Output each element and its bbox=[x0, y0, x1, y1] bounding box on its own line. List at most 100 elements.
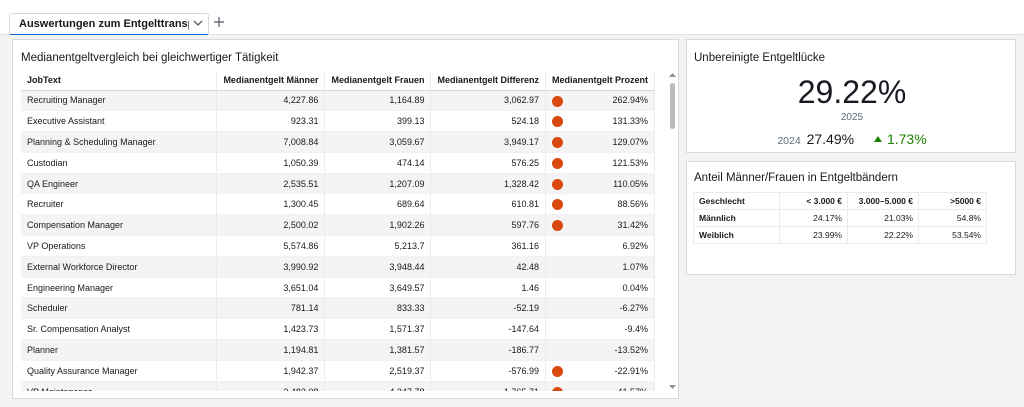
conditional-format-dot-icon bbox=[551, 365, 563, 377]
pay-comparison-table: JobText Medianentgelt Männer Medianentge… bbox=[21, 71, 656, 391]
percent-value: 88.56% bbox=[617, 199, 648, 210]
job-title-cell: Quality Assurance Manager bbox=[21, 360, 218, 382]
column-header[interactable]: Medianentgelt Männer bbox=[216, 71, 326, 91]
visual-title: Medianentgeltvergleich bei gleichwertige… bbox=[21, 52, 279, 64]
median-women-cell: 474.14 bbox=[324, 152, 432, 174]
top-strip bbox=[0, 0, 1024, 7]
conditional-format-dot-icon bbox=[551, 178, 563, 190]
table-scrollbar[interactable] bbox=[667, 71, 677, 391]
median-percent-cell: 110.05% bbox=[545, 173, 656, 195]
job-title-cell: Engineering Manager bbox=[21, 277, 218, 299]
table-header-row: Geschlecht < 3.000 € 3.000–5.000 € >5000… bbox=[693, 192, 987, 210]
conditional-format-dot-icon bbox=[551, 199, 563, 211]
table-row[interactable]: Engineering Manager 3,651.04 3,649.57 1.46 0… bbox=[21, 277, 656, 299]
percent-value: 121.53% bbox=[612, 157, 648, 168]
median-men-cell: 1,194.81 bbox=[216, 339, 326, 361]
chevron-down-icon[interactable] bbox=[192, 17, 204, 29]
table-row[interactable]: Sr. Compensation Analyst 1,423.73 1,571.37… bbox=[21, 318, 656, 341]
visual-title: Anteil Männer/Frauen in Entgeltbändern bbox=[694, 172, 898, 184]
column-header[interactable]: JobText bbox=[21, 71, 218, 91]
job-title-cell: QA Engineer bbox=[21, 173, 218, 195]
column-header[interactable]: < 3.000 € bbox=[779, 192, 848, 210]
trend-up-icon bbox=[873, 136, 882, 142]
column-header[interactable]: Medianentgelt Prozent bbox=[545, 71, 656, 91]
pay-gap-kpi-visual[interactable]: Unbereinigte Entgeltlücke 29.22% 2025 20… bbox=[686, 39, 1016, 153]
table-row[interactable]: Männlich 24.17% 21.03% 54.8% bbox=[693, 209, 987, 227]
pay-band-share-visual[interactable]: Anteil Männer/Frauen in Entgeltbändern G… bbox=[686, 161, 1016, 275]
median-diff-cell: 3,062.97 bbox=[430, 90, 546, 112]
table-scroll-area: JobText Medianentgelt Männer Medianentge… bbox=[21, 71, 665, 391]
table-row[interactable]: External Workforce Director 3,990.92 3,948… bbox=[21, 256, 656, 278]
median-diff-cell: 576.25 bbox=[430, 152, 546, 174]
band-share-cell: 23.99% bbox=[779, 226, 848, 244]
column-header[interactable]: Geschlecht bbox=[693, 192, 780, 210]
percent-value: -9.4% bbox=[624, 324, 648, 335]
median-men-cell: 3,990.92 bbox=[216, 256, 326, 278]
scroll-up-arrow-icon[interactable] bbox=[668, 71, 677, 79]
median-men-cell: 1,423.73 bbox=[216, 318, 326, 341]
kpi-comparison: 2024 27.49% 1.73% bbox=[687, 131, 1017, 147]
column-header[interactable]: Medianentgelt Differenz bbox=[430, 71, 546, 91]
median-men-cell: 3,651.04 bbox=[216, 277, 326, 299]
gender-label-cell: Männlich bbox=[693, 209, 780, 227]
median-percent-cell: 6.92% bbox=[545, 235, 656, 257]
median-diff-cell: 3,949.17 bbox=[430, 131, 546, 153]
table-row[interactable]: VP Maintenance2,482.084,247.78-1,765.71 -… bbox=[21, 381, 656, 391]
conditional-format-dot-icon bbox=[551, 95, 563, 107]
table-row[interactable]: Quality Assurance Manager 1,942.37 2,519.3… bbox=[21, 360, 656, 382]
conditional-format-dot-icon bbox=[551, 116, 563, 128]
job-title-cell: Planning & Scheduling Manager bbox=[21, 131, 218, 153]
column-header[interactable]: Medianentgelt Frauen bbox=[324, 71, 432, 91]
median-percent-cell: 0.04% bbox=[545, 277, 656, 299]
band-share-cell: 53.54% bbox=[918, 226, 987, 244]
table-row[interactable]: Planner 1,194.81 1,381.57 -186.77 -13.52% bbox=[21, 339, 656, 361]
median-percent-cell: 129.07% bbox=[545, 131, 656, 153]
median-men-cell: 1,050.39 bbox=[216, 152, 326, 174]
percent-value: -13.52% bbox=[614, 344, 648, 355]
median-men-cell: 1,942.37 bbox=[216, 360, 326, 382]
median-percent-cell: -6.27% bbox=[545, 297, 656, 320]
median-women-cell: 2,519.37 bbox=[324, 360, 432, 382]
scroll-down-arrow-icon[interactable] bbox=[668, 383, 677, 391]
median-percent-cell: -41.57% bbox=[545, 381, 656, 391]
table-row[interactable]: Recruiter 1,300.45 689.64 610.81 88.56% bbox=[21, 193, 656, 216]
percent-value: 262.94% bbox=[612, 95, 648, 106]
table-row[interactable]: Compensation Manager 2,500.02 1,902.26 597.… bbox=[21, 214, 656, 237]
delta-value: 1.73% bbox=[886, 131, 927, 147]
job-title-cell: VP Maintenance bbox=[21, 381, 218, 391]
table-row[interactable]: QA Engineer 2,535.51 1,207.09 1,328.42 110.0… bbox=[21, 173, 656, 195]
scrollbar-thumb[interactable] bbox=[670, 83, 675, 129]
median-diff-cell: -186.77 bbox=[430, 339, 546, 361]
band-share-cell: 21.03% bbox=[847, 209, 919, 227]
table-header-row: JobText Medianentgelt Männer Medianentge… bbox=[21, 71, 656, 91]
median-percent-cell: 1.07% bbox=[545, 256, 656, 278]
column-header[interactable]: >5000 € bbox=[918, 192, 987, 210]
median-percent-cell: 121.53% bbox=[545, 152, 656, 174]
percent-value: 110.05% bbox=[613, 178, 648, 189]
median-men-cell: 923.31 bbox=[216, 110, 326, 133]
add-sheet-plus-icon[interactable] bbox=[213, 16, 225, 28]
table-row[interactable]: Custodian 1,050.39 474.14 576.25 121.53% bbox=[21, 152, 656, 174]
job-title-cell: Executive Assistant bbox=[21, 110, 218, 133]
table-row[interactable]: Recruiting Manager 4,227.86 1,164.89 3,062.… bbox=[21, 90, 656, 112]
median-women-cell: 1,207.09 bbox=[324, 173, 432, 195]
median-percent-cell: 131.33% bbox=[545, 110, 656, 133]
table-row[interactable]: Planning & Scheduling Manager 7,008.84 3,0… bbox=[21, 131, 656, 153]
comparison-period: 2024 bbox=[777, 135, 801, 147]
table-row[interactable]: Weiblich 23.99% 22.22% 53.54% bbox=[693, 226, 987, 244]
job-title-cell: Scheduler bbox=[21, 297, 218, 320]
median-diff-cell: 524.18 bbox=[430, 110, 546, 133]
kpi-period: 2025 bbox=[840, 112, 864, 123]
pay-comparison-table-visual[interactable]: Medianentgeltvergleich bei gleichwertige… bbox=[12, 39, 679, 399]
column-header[interactable]: 3.000–5.000 € bbox=[847, 192, 919, 210]
sheet-tab[interactable]: Auswertungen zum Entgelttransparen… bbox=[9, 13, 209, 36]
band-share-cell: 54.8% bbox=[918, 209, 987, 227]
sheet-tab-label: Auswertungen zum Entgelttransparen… bbox=[19, 18, 189, 30]
table-row[interactable]: VP Operations 5,574.86 5,213.7 361.16 6.92% bbox=[21, 235, 656, 257]
percent-value: 6.92% bbox=[622, 240, 648, 251]
table-row[interactable]: Executive Assistant 923.31 399.13 524.18 131… bbox=[21, 110, 656, 133]
table-row[interactable]: Scheduler 781.14 833.33 -52.19 -6.27% bbox=[21, 297, 656, 320]
percent-value: 31.42% bbox=[617, 220, 648, 231]
median-men-cell: 2,500.02 bbox=[216, 214, 326, 237]
gender-label-cell: Weiblich bbox=[693, 226, 780, 244]
